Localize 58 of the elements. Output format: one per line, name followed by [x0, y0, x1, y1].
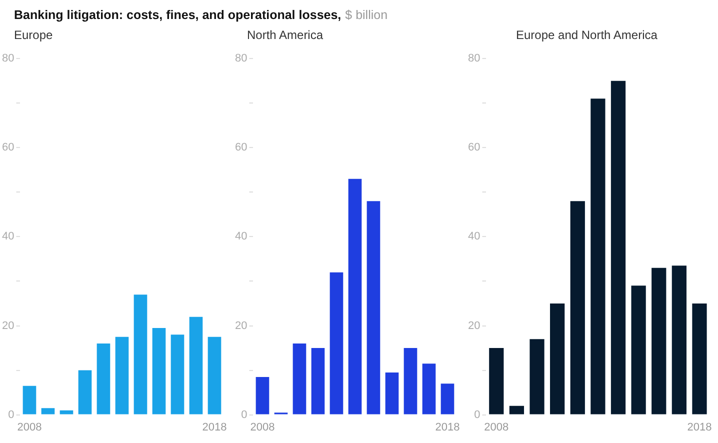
bar — [570, 201, 585, 414]
bar — [96, 344, 110, 414]
x-tick-label: 2018 — [687, 421, 712, 434]
y-tick-label: 0 — [474, 408, 480, 421]
bar — [208, 336, 222, 414]
y-tick-label: 40 — [2, 230, 14, 243]
x-tick-label: 2008 — [250, 421, 275, 434]
bar — [489, 348, 504, 414]
bar — [672, 266, 686, 414]
y-tick-label: 20 — [468, 320, 480, 332]
bar — [189, 316, 203, 414]
y-tick-label: 60 — [468, 142, 480, 154]
text: Banking litigation: costs, fines, and operational losses, — [14, 8, 342, 22]
bar — [311, 348, 325, 414]
bar — [440, 384, 454, 414]
bar — [404, 348, 418, 414]
x-tick-label: 2008 — [17, 421, 42, 434]
bar — [22, 386, 36, 414]
x-tick-label: 2018 — [202, 421, 227, 434]
bar — [292, 344, 306, 414]
bar — [366, 201, 380, 414]
bar — [152, 328, 166, 414]
y-tick-label: 60 — [2, 142, 14, 154]
y-tick-label: 20 — [234, 320, 248, 332]
chart-title: Europe and North America — [515, 28, 658, 44]
y-tick-label: 20 — [2, 320, 14, 332]
y-tick-label: 0 — [8, 408, 14, 421]
x-tick-label: 2018 — [435, 421, 460, 434]
y-tick-label: 80 — [234, 52, 248, 65]
chart-title: North America — [246, 28, 324, 44]
chart-title: Europe — [13, 28, 54, 44]
bar — [692, 303, 707, 414]
bar — [610, 80, 626, 414]
bar — [652, 268, 666, 414]
bar — [590, 98, 606, 414]
bar — [256, 376, 270, 414]
y-tick-label: 80 — [2, 52, 14, 65]
bar — [631, 286, 646, 414]
y-tick-label: 80 — [468, 52, 480, 65]
y-tick-label: 40 — [234, 230, 248, 243]
y-tick-label: 40 — [468, 230, 480, 243]
text: $ billion — [345, 8, 388, 22]
bar — [348, 178, 362, 414]
bar — [422, 364, 436, 414]
bar — [530, 339, 544, 414]
bar — [134, 294, 148, 414]
bar — [115, 336, 129, 414]
bar — [78, 370, 92, 414]
bar — [60, 410, 74, 414]
y-tick-label: 60 — [234, 142, 248, 154]
bar — [330, 272, 344, 414]
x-tick-label: 2008 — [484, 421, 509, 434]
y-tick-label: 0 — [241, 408, 248, 421]
bar — [385, 372, 399, 414]
bar — [509, 406, 524, 414]
bar — [41, 408, 55, 414]
bar — [550, 303, 565, 414]
bar — [170, 334, 184, 414]
